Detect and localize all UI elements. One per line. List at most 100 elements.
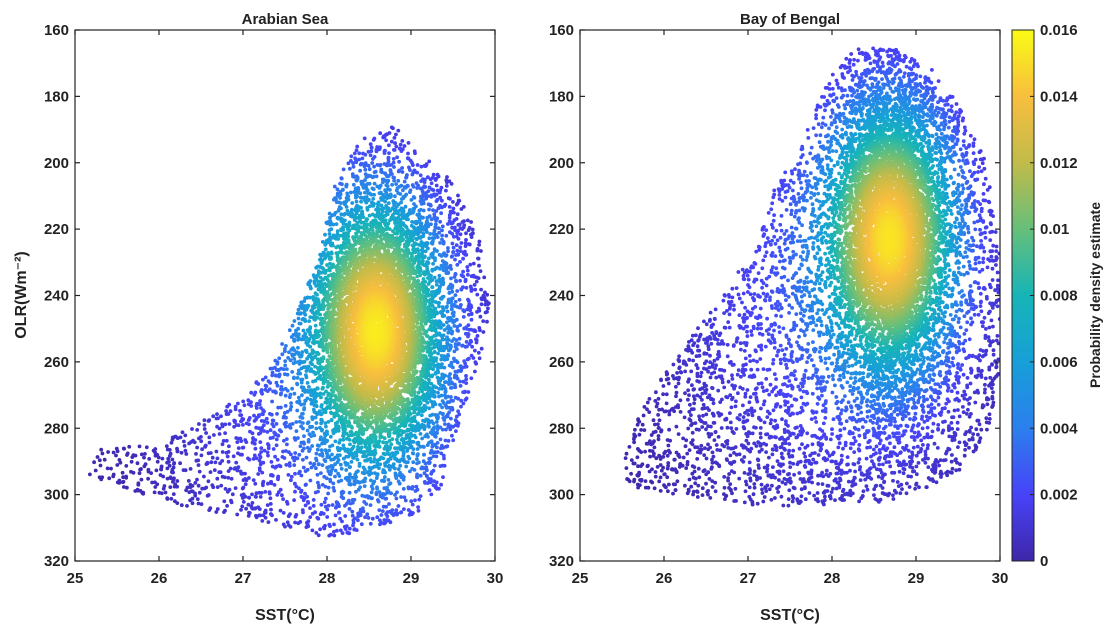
scatter-point — [241, 417, 246, 422]
scatter-point — [308, 447, 312, 451]
scatter-point — [316, 489, 320, 494]
scatter-point — [458, 379, 462, 384]
scatter-point — [288, 358, 293, 363]
scatter-point — [223, 487, 228, 491]
scatter-point — [301, 328, 306, 333]
scatter-point — [265, 420, 270, 425]
scatter-point — [441, 268, 446, 272]
scatter-point — [449, 360, 454, 365]
scatter-point — [285, 499, 289, 504]
scatter-point — [400, 170, 405, 174]
scatter-point — [264, 384, 269, 389]
scatter-point — [241, 399, 246, 404]
scatter-point — [300, 508, 305, 512]
scatter-point — [410, 172, 415, 177]
scatter-point — [439, 353, 444, 358]
scatter-point — [453, 257, 457, 262]
scatter-point — [469, 376, 474, 381]
scatter-point — [336, 209, 341, 213]
scatter-point — [241, 500, 246, 504]
scatter-point — [391, 126, 395, 131]
scatter-point — [436, 379, 441, 383]
scatter-point — [118, 460, 123, 465]
scatter-point — [449, 182, 454, 186]
scatter-point — [129, 459, 134, 464]
scatter-point — [470, 344, 474, 349]
scatter-point — [354, 195, 358, 200]
scatter-point — [401, 487, 406, 491]
scatter-point — [190, 496, 195, 501]
scatter-point — [385, 180, 390, 185]
scatter-point — [287, 350, 291, 355]
scatter-point — [438, 241, 442, 245]
scatter-point — [432, 193, 437, 198]
scatter-point — [452, 349, 457, 354]
scatter-point — [320, 270, 324, 275]
scatter-point — [285, 388, 290, 393]
scatter-point — [213, 460, 218, 465]
scatter-point — [304, 375, 309, 380]
scatter-point — [454, 234, 459, 239]
scatter-point — [370, 516, 375, 521]
scatter-point — [385, 196, 389, 201]
scatter-point — [220, 422, 225, 427]
scatter-point — [410, 220, 414, 224]
scatter-point — [404, 175, 408, 180]
scatter-point — [279, 385, 284, 389]
scatter-point — [362, 484, 367, 488]
scatter-point — [244, 440, 249, 444]
scatter-point — [427, 377, 431, 382]
scatter-point — [437, 394, 441, 399]
scatter-point — [306, 499, 310, 504]
scatter-point — [107, 476, 112, 481]
scatter-point — [417, 497, 422, 502]
scatter-point — [215, 507, 220, 511]
scatter-point — [386, 452, 391, 456]
scatter-point — [294, 420, 299, 424]
scatter-point — [387, 209, 392, 213]
scatter-point — [372, 181, 377, 186]
scatter-point — [115, 463, 120, 467]
scatter-point — [453, 228, 457, 233]
scatter-point — [190, 501, 195, 506]
scatter-point — [309, 465, 314, 470]
scatter-point — [427, 456, 432, 461]
scatter-point — [383, 199, 387, 204]
scatter-point — [365, 188, 370, 193]
scatter-point — [347, 220, 352, 225]
scatter-point — [427, 488, 432, 493]
scatter-point — [199, 439, 204, 444]
scatter-point — [453, 373, 457, 378]
scatter-point — [363, 445, 368, 449]
scatter-point — [419, 164, 424, 169]
scatter-point — [202, 418, 207, 423]
scatter-point — [406, 454, 411, 459]
scatter-point — [302, 406, 307, 410]
scatter-point — [310, 528, 315, 533]
scatter-point — [425, 349, 430, 354]
scatter-point — [266, 520, 271, 524]
scatter-point — [143, 452, 147, 456]
scatter-point — [426, 276, 430, 280]
scatter-point — [362, 136, 367, 141]
scatter-point — [331, 222, 336, 227]
scatter-point — [449, 330, 454, 335]
scatter-point — [260, 519, 265, 523]
scatter-point — [379, 455, 384, 460]
scatter-point — [371, 433, 375, 438]
scatter-point — [465, 307, 469, 312]
scatter-point — [259, 388, 264, 392]
scatter-point — [340, 519, 344, 524]
scatter-point — [252, 453, 257, 458]
scatter-point — [247, 422, 251, 427]
scatter-point — [445, 400, 450, 405]
scatter-point — [437, 387, 442, 391]
scatter-point — [314, 426, 319, 431]
scatter-point — [359, 522, 364, 527]
scatter-point — [327, 522, 332, 527]
scatter-point — [461, 315, 466, 319]
scatter-point — [354, 148, 359, 153]
scatter-point — [289, 474, 294, 479]
scatter-point — [356, 518, 360, 523]
scatter-point — [210, 455, 215, 460]
